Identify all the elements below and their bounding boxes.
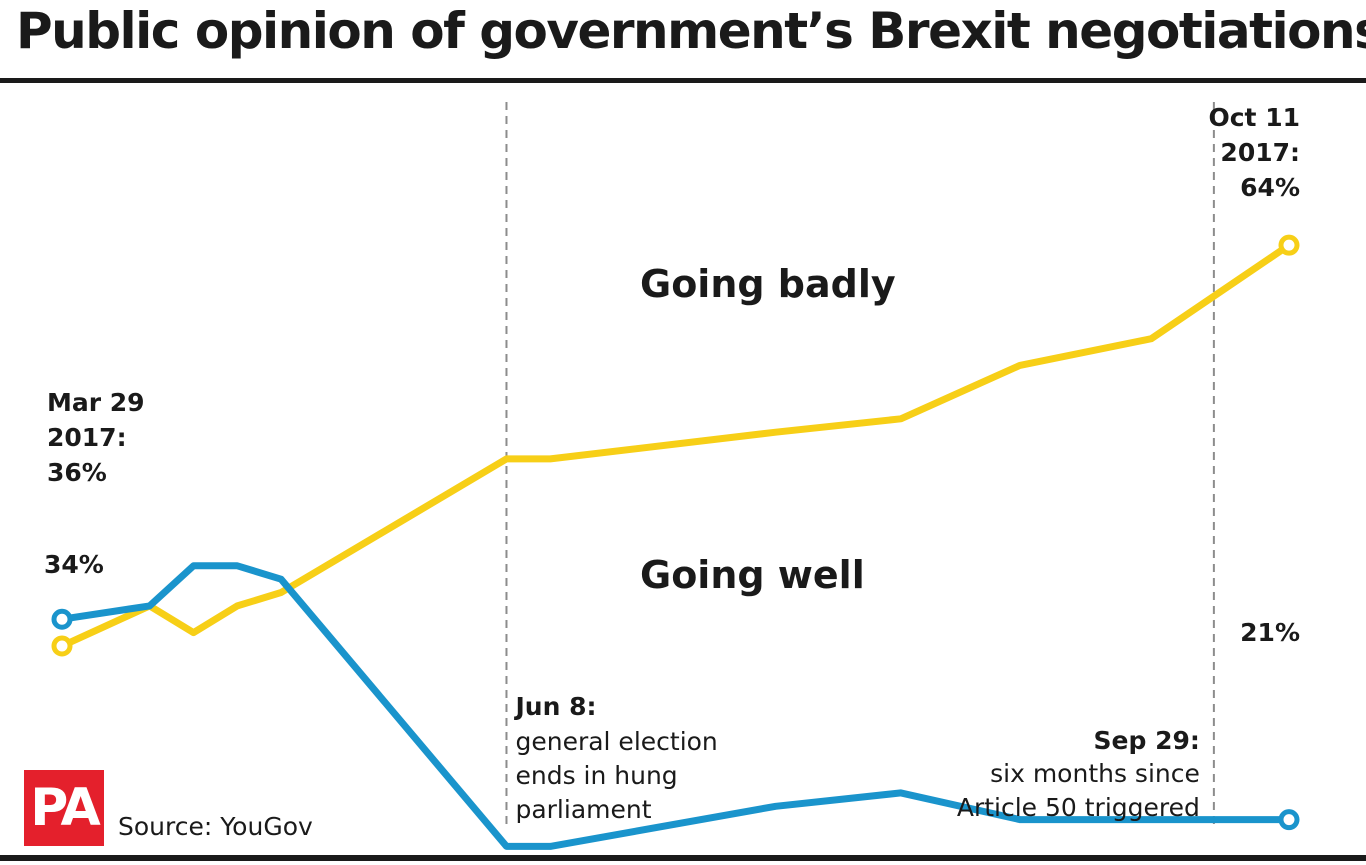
sep29-note-line-2: Article 50 triggered bbox=[957, 793, 1200, 822]
footer-divider bbox=[0, 855, 1366, 861]
sep29-note-line-1: six months since bbox=[990, 759, 1200, 788]
end-going-well-value: 21% bbox=[1240, 618, 1300, 647]
endpoint-marker-going-badly-end bbox=[1278, 234, 1300, 256]
series-line-going-badly bbox=[58, 241, 1293, 650]
endpoint-marker-going-badly-start bbox=[51, 635, 73, 657]
title-divider bbox=[0, 78, 1366, 83]
endpoint-marker-going-well-start bbox=[51, 608, 73, 630]
start-year-label: 2017: bbox=[47, 423, 127, 452]
jun8-heading: Jun 8: bbox=[513, 692, 596, 721]
source-note: Source: YouGov bbox=[118, 812, 313, 841]
end-year-label: 2017: bbox=[1220, 138, 1300, 167]
chart-title: Public opinion of government’s Brexit ne… bbox=[16, 2, 1366, 60]
start-going-badly-value: 34% bbox=[44, 550, 104, 579]
jun8-note-line-2: ends in hung bbox=[515, 761, 677, 790]
endpoint-marker-going-well-end bbox=[1278, 809, 1300, 831]
end-going-badly-value: 64% bbox=[1240, 173, 1300, 202]
series-line-going-well bbox=[58, 562, 1293, 850]
sep29-heading: Sep 29: bbox=[1094, 726, 1200, 755]
jun8-note-line-3: parliament bbox=[515, 795, 651, 824]
series-label-going-well: Going well bbox=[640, 553, 865, 597]
start-going-well-value: 36% bbox=[47, 458, 107, 487]
end-date-label: Oct 11 bbox=[1208, 103, 1300, 132]
jun8-note-line-1: general election bbox=[515, 727, 717, 756]
start-date-label: Mar 29 bbox=[47, 388, 145, 417]
series-label-going-badly: Going badly bbox=[640, 262, 896, 306]
pa-logo: PA bbox=[24, 770, 104, 846]
